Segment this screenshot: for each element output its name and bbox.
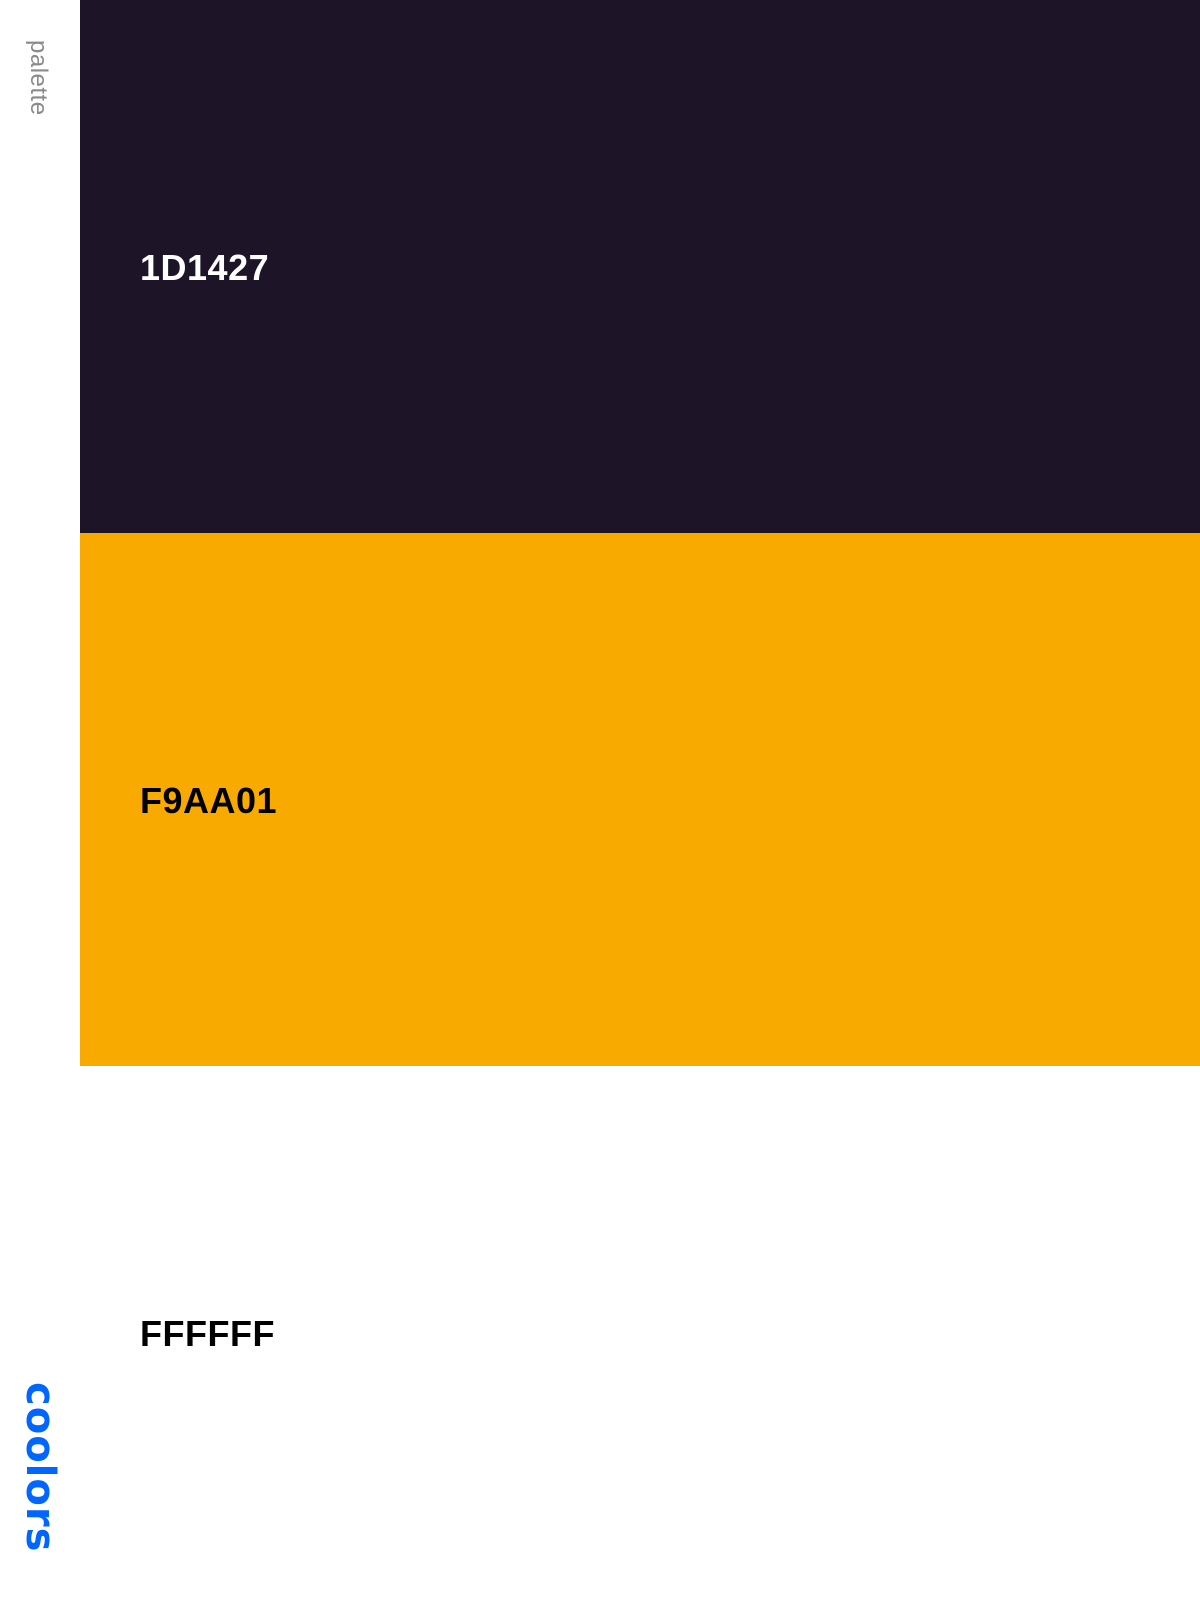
swatch-hex-code[interactable]: FFFFFF (140, 1313, 275, 1354)
palette-label: palette (25, 40, 52, 116)
swatch-list: 1D1427 F9AA01 FFFFFF (80, 0, 1200, 1600)
swatch-hex-code[interactable]: 1D1427 (140, 247, 270, 288)
swatch-hex-code[interactable]: F9AA01 (140, 780, 278, 821)
color-swatch[interactable]: 1D1427 (80, 0, 1200, 533)
color-swatch[interactable]: FFFFFF (80, 1066, 1200, 1600)
sidebar: palette coolors (0, 0, 80, 1600)
color-swatch[interactable]: F9AA01 (80, 533, 1200, 1066)
coolors-logo[interactable]: coolors (17, 1382, 63, 1553)
